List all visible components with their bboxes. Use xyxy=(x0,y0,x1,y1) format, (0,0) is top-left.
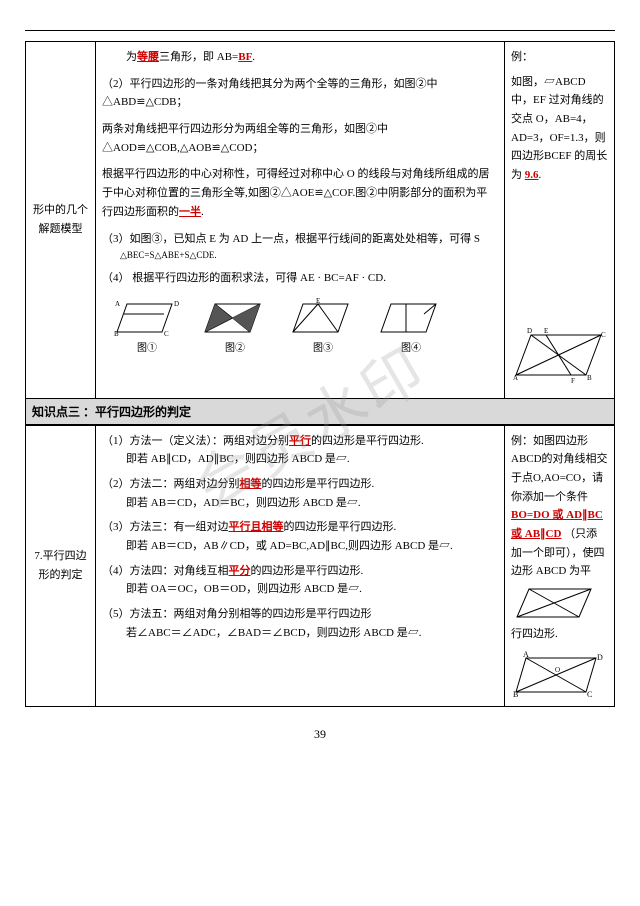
svg-text:F: F xyxy=(571,377,575,385)
content-table-2: 7.平行四边形的判定 （1）方法一（定义法）：两组对边分别平行的四边形是平行四边… xyxy=(25,425,615,707)
figure-row: AD BC 图① 图② xyxy=(112,296,498,357)
row1-right: 例： 如图，▱ABCD 中，EF 过对角线的交点 O，AB=4，AD=3，OF=… xyxy=(505,42,615,399)
svg-text:E: E xyxy=(316,297,320,305)
svg-text:C: C xyxy=(587,690,592,699)
svg-text:O: O xyxy=(555,666,560,674)
content-table: 形中的几个 解题模型 为等腰三角形，即 AB=BF. （2）平行四边形的一条对角… xyxy=(25,41,615,399)
row1-mid: 为等腰三角形，即 AB=BF. （2）平行四边形的一条对角线把其分为两个全等的三… xyxy=(96,42,505,399)
example-fig-2b: A D B C O xyxy=(511,650,606,700)
svg-text:A: A xyxy=(523,650,529,659)
fig1: A D B C xyxy=(112,296,182,338)
svg-text:B: B xyxy=(114,330,119,338)
para2: （2）平行四边形的一条对角线把其分为两个全等的三角形，如图②中△ABD≌△CDB… xyxy=(102,75,498,112)
row2-right: 例：如图四边形 ABCD的对角线相交于点O,AO=CO，请你添加一个条件 BO=… xyxy=(505,425,615,706)
para6: （4） 根据平行四边形的面积求法，可得 AE · BC=AF · CD. xyxy=(102,269,498,288)
svg-text:C: C xyxy=(601,331,606,339)
row2-mid: （1）方法一（定义法）：两组对边分别平行的四边形是平行四边形. 即若 AB∥CD… xyxy=(96,425,505,706)
svg-text:E: E xyxy=(544,327,548,335)
fig2 xyxy=(200,296,270,338)
svg-text:C: C xyxy=(164,330,169,338)
row1-left-l2: 解题模型 xyxy=(39,223,83,235)
page-number: 39 xyxy=(25,727,615,742)
fig4 xyxy=(376,296,446,338)
section-header: 知识点三 ：平行四边形的判定 xyxy=(25,399,615,425)
para4: 根据平行四边形的中心对称性，可得经过对称中心 O 的线段与对角线所组成的居于中心… xyxy=(102,165,498,221)
svg-text:A: A xyxy=(115,300,120,308)
row2-left: 7.平行四边形的判定 xyxy=(26,425,96,706)
para5: （3）如图③，已知点 E 为 AD 上一点，根据平行线间的距离处处相等，可得 S… xyxy=(102,230,498,264)
svg-text:D: D xyxy=(597,653,603,662)
fig3: E xyxy=(288,296,358,338)
row1-left-l1: 形中的几个 xyxy=(33,204,88,216)
svg-text:B: B xyxy=(513,690,518,699)
svg-text:A: A xyxy=(513,374,518,382)
example-fig-2a xyxy=(511,583,601,623)
svg-text:D: D xyxy=(527,327,532,335)
example-fig-1: D E C A F B xyxy=(511,325,611,385)
svg-text:D: D xyxy=(174,300,179,308)
svg-text:B: B xyxy=(587,374,592,382)
para3: 两条对角线把平行四边形分为两组全等的三角形，如图②中△AOD≌△COB,△AOB… xyxy=(102,120,498,157)
row1-left: 形中的几个 解题模型 xyxy=(26,42,96,399)
